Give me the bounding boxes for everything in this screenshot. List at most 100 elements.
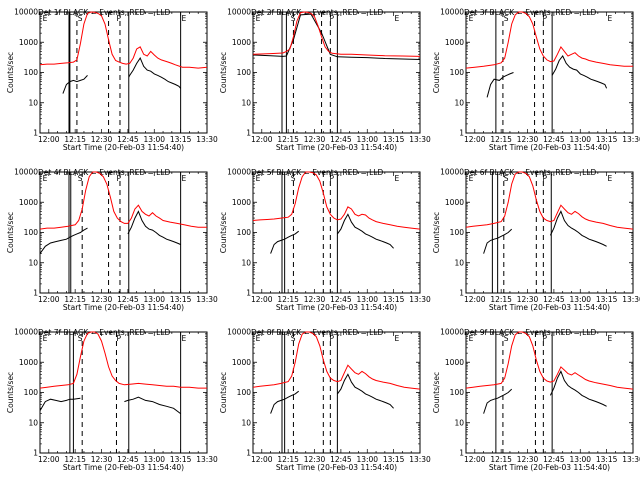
detector-panel-3: Det 3f BLACK = Events, RED = LLD 1 10 100 10… bbox=[432, 8, 640, 153]
y-tick-label: 1000 bbox=[19, 358, 38, 367]
y-tick-label: 10 bbox=[28, 98, 38, 107]
marker-label: E bbox=[608, 174, 613, 183]
marker-label: E bbox=[469, 174, 474, 183]
x-tick-label: 13:15 bbox=[596, 295, 618, 304]
y-tick-label: 10 bbox=[454, 258, 464, 267]
x-tick-label: 12:30 bbox=[517, 295, 539, 304]
events-series-line bbox=[39, 396, 181, 414]
y-tick-label: 10 bbox=[454, 98, 464, 107]
y-tick-label: 10 bbox=[454, 418, 464, 427]
marker-label: P bbox=[116, 174, 121, 183]
y-tick-label: 10000 bbox=[14, 8, 38, 17]
plot-frame bbox=[39, 171, 208, 294]
x-tick-label: 12:00 bbox=[464, 455, 486, 464]
panel-title: Det 6f BLACK = Events, RED = LLD bbox=[464, 168, 597, 177]
marker-label: P bbox=[116, 14, 121, 23]
marker-label: P bbox=[329, 14, 334, 23]
events-series-line bbox=[483, 210, 607, 254]
x-axis-title: Start Time (20-Feb-03 11:54:40) bbox=[489, 463, 610, 472]
marker-label: E bbox=[395, 334, 400, 343]
detector-panel-1: Det 1f BLACK = Events, RED = LLD 1 10 100 10… bbox=[6, 8, 218, 153]
detector-panel-2: Det 2f BLACK = Events, RED = LLD 1 10 100 10… bbox=[219, 8, 431, 153]
x-tick-label: 13:15 bbox=[383, 295, 405, 304]
y-tick-label: 10000 bbox=[440, 328, 464, 337]
marker-label: E bbox=[395, 174, 400, 183]
x-axis-title: Start Time (20-Feb-03 11:54:40) bbox=[63, 463, 184, 472]
x-tick-label: 12:00 bbox=[251, 295, 273, 304]
panel-title: Det 2f BLACK = Events, RED = LLD bbox=[251, 8, 384, 17]
marker-label: E bbox=[256, 174, 261, 183]
panel-title: Det 3f BLACK = Events, RED = LLD bbox=[464, 8, 597, 17]
events-series-line bbox=[270, 373, 394, 414]
y-tick-label: 1000 bbox=[445, 38, 464, 47]
x-tick-label: 12:00 bbox=[251, 455, 273, 464]
marker-label: P bbox=[116, 334, 121, 343]
panel-title: Det 9f BLACK = Events, RED = LLD bbox=[464, 328, 597, 337]
marker-label: P bbox=[542, 334, 547, 343]
detector-panel-9: Det 9f BLACK = Events, RED = LLD 1 10 100 10… bbox=[432, 328, 640, 473]
marker-label: P bbox=[542, 14, 547, 23]
y-tick-label: 1000 bbox=[232, 38, 251, 47]
y-tick-label: 10 bbox=[28, 418, 38, 427]
panel-title: Det 8f BLACK = Events, RED = LLD bbox=[251, 328, 384, 337]
events-series-line bbox=[270, 213, 394, 254]
x-tick-label: 13:30 bbox=[196, 135, 218, 144]
marker-label: S bbox=[504, 174, 509, 183]
y-tick-label: 100 bbox=[237, 228, 252, 237]
y-tick-label: 10000 bbox=[440, 8, 464, 17]
marker-label: E bbox=[469, 14, 474, 23]
y-tick-label: 100 bbox=[237, 388, 252, 397]
y-axis-title: Counts/sec bbox=[432, 372, 441, 413]
y-tick-label: 1000 bbox=[445, 358, 464, 367]
panel-title: Det 4f BLACK = Events, RED = LLD bbox=[38, 168, 171, 177]
x-tick-label: 13:30 bbox=[409, 295, 431, 304]
x-axis-title: Start Time (20-Feb-03 11:54:40) bbox=[489, 143, 610, 152]
marker-label: E bbox=[182, 14, 187, 23]
x-tick-label: 12:15 bbox=[490, 455, 512, 464]
marker-label: E bbox=[182, 334, 187, 343]
marker-label: E bbox=[608, 334, 613, 343]
y-tick-label: 100 bbox=[24, 68, 39, 77]
x-tick-label: 12:30 bbox=[517, 455, 539, 464]
y-tick-label: 1 bbox=[33, 289, 38, 298]
marker-label: S bbox=[78, 14, 83, 23]
marker-label: E bbox=[608, 14, 613, 23]
marker-label: S bbox=[78, 334, 83, 343]
y-tick-label: 1000 bbox=[232, 358, 251, 367]
x-tick-label: 12:15 bbox=[490, 135, 512, 144]
x-tick-label: 12:45 bbox=[543, 135, 565, 144]
marker-label: P bbox=[329, 174, 334, 183]
x-tick-label: 13:15 bbox=[170, 455, 192, 464]
marker-label: S bbox=[504, 14, 509, 23]
y-tick-label: 100 bbox=[237, 68, 252, 77]
events-series-line bbox=[39, 210, 181, 254]
y-axis-title: Counts/sec bbox=[6, 212, 15, 253]
x-tick-label: 13:00 bbox=[356, 295, 378, 304]
y-axis-title: Counts/sec bbox=[432, 212, 441, 253]
y-tick-label: 100 bbox=[24, 388, 39, 397]
marker-label: P bbox=[542, 174, 547, 183]
lld-series-line bbox=[465, 331, 634, 390]
events-series-line bbox=[252, 13, 421, 60]
x-tick-label: 13:00 bbox=[356, 455, 378, 464]
x-tick-label: 12:30 bbox=[304, 135, 326, 144]
x-tick-label: 13:15 bbox=[596, 135, 618, 144]
x-tick-label: 12:15 bbox=[490, 295, 512, 304]
marker-label: E bbox=[43, 334, 48, 343]
detector-panel-8: Det 8f BLACK = Events, RED = LLD 1 10 100 10… bbox=[219, 328, 431, 473]
x-tick-label: 13:30 bbox=[196, 455, 218, 464]
marker-label: E bbox=[256, 14, 261, 23]
y-tick-label: 1 bbox=[459, 449, 464, 458]
marker-label: S bbox=[504, 334, 509, 343]
x-tick-label: 12:00 bbox=[38, 455, 60, 464]
x-tick-label: 12:45 bbox=[330, 135, 352, 144]
x-tick-label: 13:30 bbox=[622, 455, 640, 464]
x-axis-title: Start Time (20-Feb-03 11:54:40) bbox=[276, 463, 397, 472]
y-tick-label: 10 bbox=[241, 98, 251, 107]
marker-label: E bbox=[469, 334, 474, 343]
events-series-line bbox=[62, 57, 181, 94]
y-tick-label: 10 bbox=[241, 258, 251, 267]
x-tick-label: 12:45 bbox=[330, 455, 352, 464]
x-tick-label: 13:00 bbox=[569, 295, 591, 304]
